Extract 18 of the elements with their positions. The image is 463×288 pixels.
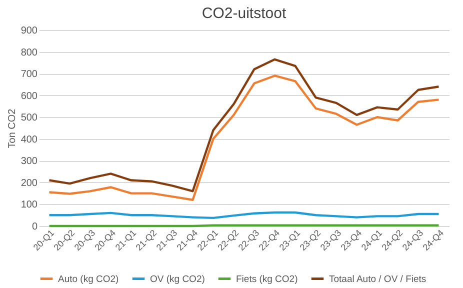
legend-label: Fiets (kg CO2)	[236, 274, 298, 285]
y-tick-label: 200	[20, 178, 38, 189]
line-series	[48, 58, 440, 192]
y-tick-label: 100	[20, 200, 38, 211]
line-series	[48, 74, 440, 201]
y-tick-label: 0	[32, 222, 38, 232]
y-tick-label: 700	[20, 69, 38, 80]
y-axis-title: Ton CO2	[6, 108, 18, 148]
chart-title: CO2-uitstoot	[202, 5, 287, 22]
legend-label: Auto (kg CO2)	[58, 274, 119, 285]
legend-label: OV (kg CO2)	[150, 274, 205, 285]
y-tick-label: 500	[20, 112, 38, 124]
legend-label: Totaal Auto / OV / Fiets	[329, 274, 426, 285]
y-tick-label: 900	[20, 26, 38, 36]
y-tick-label: 800	[20, 47, 38, 58]
y-tick-label: 300	[20, 156, 38, 168]
y-tick-label: 600	[20, 90, 38, 102]
y-tick-label: 400	[20, 134, 38, 146]
